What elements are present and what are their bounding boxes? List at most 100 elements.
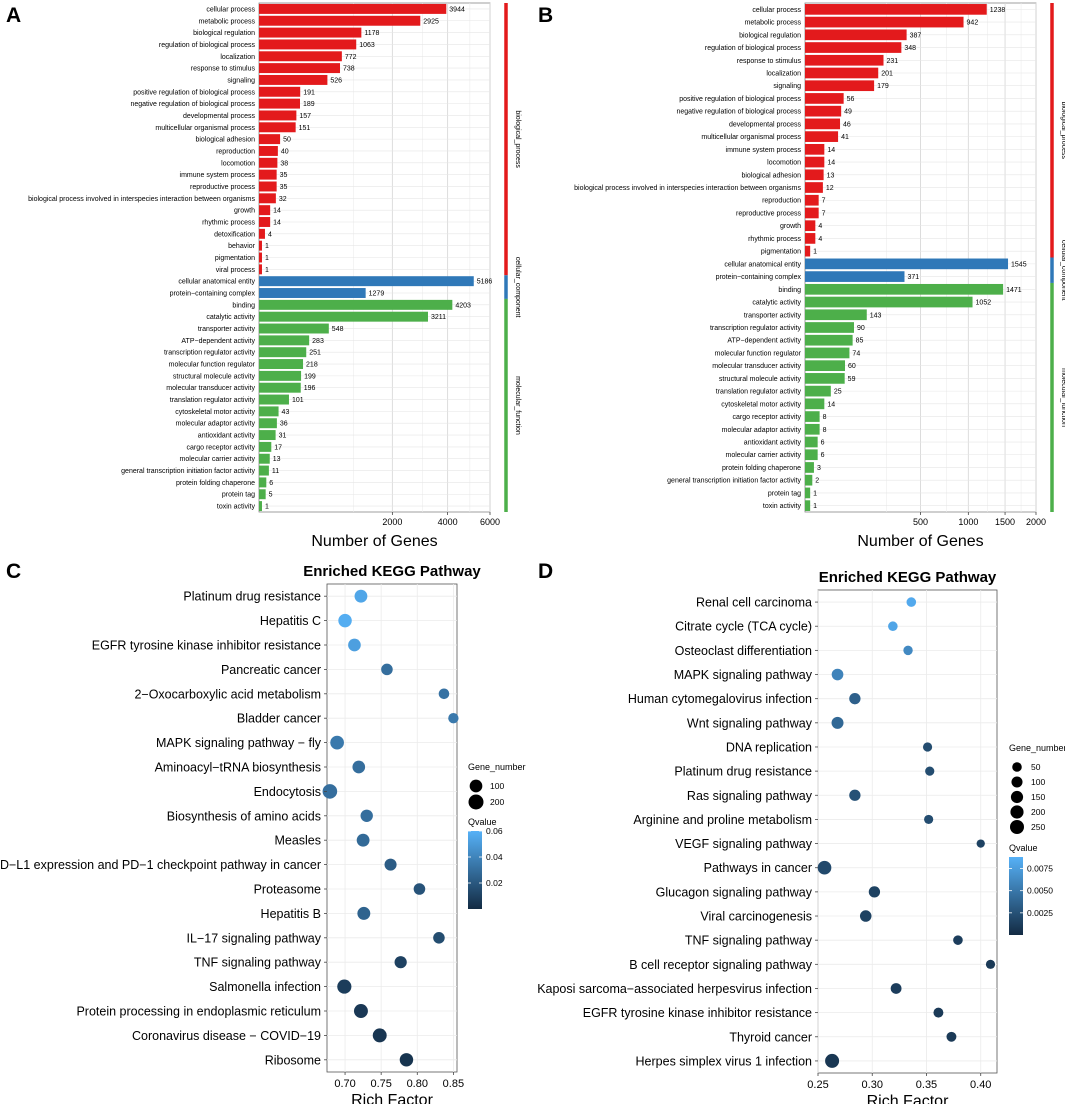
panel-c-size-legend-dot (469, 779, 483, 793)
panel-a-bar (259, 74, 328, 85)
panel-a-bar (259, 15, 421, 26)
panel-a-bar (259, 181, 277, 192)
panel-b-bar-value-label: 231 (887, 58, 899, 65)
panel-c-size-legend-label: 200 (490, 797, 504, 807)
panel-b-bar (805, 29, 907, 41)
panel-a-category-label: pigmentation (215, 255, 255, 262)
panel-b-category-label: biological adhesion (741, 172, 801, 179)
panel-d-size-legend-label: 150 (1031, 792, 1045, 802)
panel-b-bar-value-label: 1 (813, 249, 817, 256)
panel-d-pathway-label: Osteoclast differentiation (675, 644, 812, 658)
panel-a-bar (259, 86, 301, 97)
panel-c-pathway-label: TNF signaling pathway (194, 956, 322, 970)
panel-b-bar-value-label: 201 (881, 70, 893, 77)
panel-b-bar (805, 385, 831, 397)
panel-a-bar (259, 406, 279, 417)
panel-d-pathway-label: Kaposi sarcoma−associated herpesvirus in… (537, 982, 812, 996)
panel-b-bar (805, 194, 819, 206)
panel-b-category-label: protein tag (768, 490, 801, 497)
panel-d-pathway-label: EGFR tyrosine kinase inhibitor resistanc… (583, 1006, 812, 1020)
panel-b-category-label: ATP−dependent activity (727, 338, 801, 345)
panel-d-x-tick-label: 0.30 (862, 1079, 883, 1091)
panel-b-bar (805, 169, 824, 181)
panel-d-point (825, 1053, 840, 1068)
panel-a-category-label: molecular adaptor activity (176, 421, 256, 428)
panel-a-bar (259, 145, 278, 156)
panel-b-x-axis-label: Number of Genes (857, 533, 983, 550)
panel-d-pathway-label: Human cytomegalovirus infection (628, 692, 812, 706)
panel-a-category-label: cellular anatomical entity (178, 279, 255, 286)
panel-b-category-label: molecular function regulator (715, 350, 802, 357)
panel-d-pathway-label: Thyroid cancer (729, 1030, 812, 1044)
panel-a-category-label: signaling (227, 77, 255, 84)
panel-a-bar (259, 489, 266, 500)
panel-d-size-legend-dot (1010, 805, 1024, 819)
panel-b-category-label: localization (766, 70, 801, 77)
panel-b-bar-value-label: 85 (856, 338, 864, 345)
panel-b-bar-value-label: 8 (823, 414, 827, 421)
panel-d-point (976, 839, 985, 848)
panel-c-point (322, 784, 338, 799)
panel-b-bar (805, 436, 818, 448)
panel-d-point (922, 742, 933, 752)
panel-b-category-label: general transcription initiation factor … (667, 478, 801, 485)
panel-b-category-label: response to stimulus (737, 58, 802, 65)
panel-a-category-label: behavior (228, 243, 256, 250)
panel-a-bar-value-label: 6 (269, 480, 273, 487)
panel-b-bar (805, 487, 811, 499)
panel-a-category-label: biological adhesion (195, 137, 255, 144)
panel-b-bar-value-label: 942 (967, 20, 979, 27)
panel-a-category-label: growth (234, 208, 255, 215)
panel-c-x-axis-label: Rich Factor (351, 1092, 433, 1104)
panel-a-bar-value-label: 14 (273, 219, 281, 226)
panel-a-bar-value-label: 1279 (369, 291, 385, 298)
panel-a-bar-value-label: 738 (343, 66, 355, 73)
panel-c-title: Enriched KEGG Pathway (303, 563, 481, 580)
panel-d-point (946, 1031, 957, 1042)
panel-c-pathway-label: Protein processing in endoplasmic reticu… (76, 1005, 321, 1019)
panel-c-point (357, 906, 371, 920)
panel-a-category-label: viral process (216, 267, 256, 274)
panel-d-size-legend-label: 50 (1031, 762, 1041, 772)
panel-a-bar (259, 453, 270, 464)
panel-c-point (372, 1028, 387, 1043)
panel-a-bar (259, 63, 341, 74)
panel-a-group-label: molecular_function (514, 376, 521, 435)
panel-d-pathway-label: Viral carcinogenesis (700, 910, 812, 924)
panel-c-pathway-label: MAPK signaling pathway − fly (156, 736, 322, 750)
panel-a-bar-value-label: 196 (304, 385, 316, 392)
panel-b-bar-value-label: 12 (826, 185, 834, 192)
panel-c-pathway-label: Hepatitis C (260, 614, 321, 628)
panel-a-category-label: cellular process (206, 6, 255, 13)
panel-b-category-label: signaling (773, 83, 801, 90)
panel-a-category-label: protein tag (222, 492, 255, 499)
panel-a-bar-value-label: 14 (273, 208, 281, 215)
panel-c-pathway-label: Platinum drug resistance (183, 590, 321, 604)
panel-b-bar-value-label: 1238 (990, 7, 1006, 14)
panel-a-category-label: cytoskeletal motor activity (175, 409, 255, 416)
panel-c-point (338, 613, 352, 628)
panel-b-bar-value-label: 4 (818, 236, 822, 243)
panel-a-bar (259, 110, 297, 121)
panel-a-bar (259, 134, 281, 145)
panel-a-bar-value-label: 251 (309, 350, 321, 357)
panel-letter-b: B (538, 4, 553, 27)
panel-a-bar-value-label: 772 (345, 54, 357, 61)
panel-a-category-label: metabolic process (199, 18, 256, 25)
panel-c-point (413, 883, 426, 895)
panel-a-category-label: localization (220, 54, 255, 61)
panel-b-category-label: binding (778, 287, 801, 294)
panel-d-point (868, 886, 881, 898)
panel-b-bar-value-label: 14 (827, 160, 835, 167)
panel-a-bar-value-label: 1178 (364, 30, 379, 37)
panel-b-category-label: negative regulation of biological proces… (676, 109, 801, 116)
panel-c-pathway-label: IL−17 signaling pathway (187, 931, 322, 945)
panel-a-bar (259, 169, 277, 180)
panel-c-point (353, 1004, 368, 1018)
panel-d-pathway-label: Ras signaling pathway (687, 789, 813, 803)
panel-d-point (925, 766, 935, 776)
panel-c-point (337, 979, 352, 994)
panel-b-bar-value-label: 14 (827, 401, 835, 408)
panel-c-pathway-label: Bladder cancer (237, 712, 321, 726)
